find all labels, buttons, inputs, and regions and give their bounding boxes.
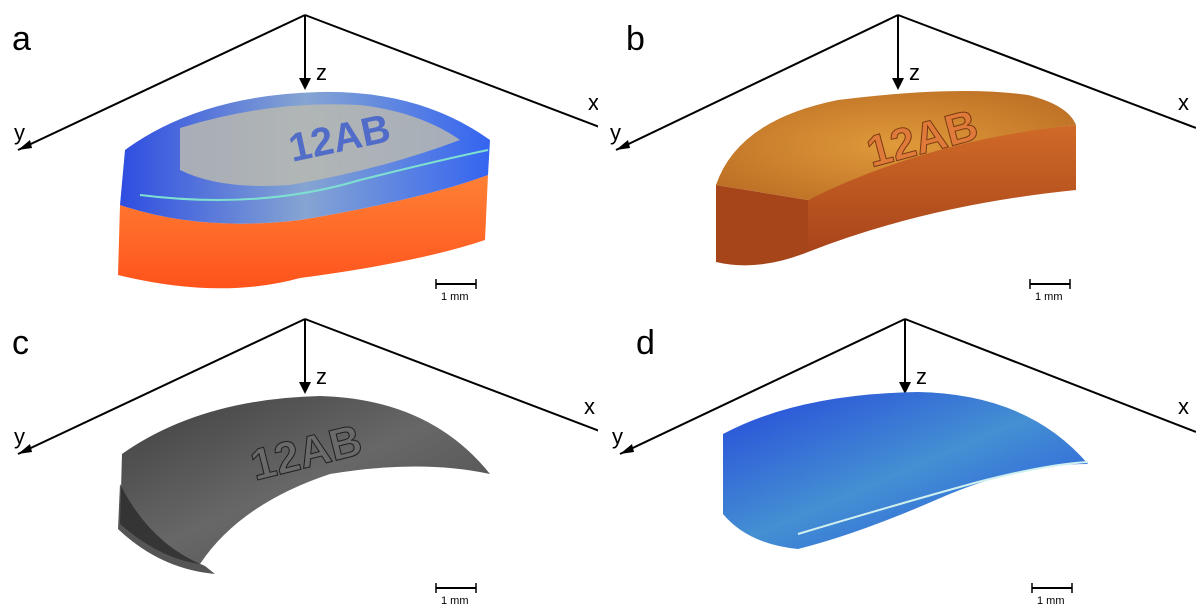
axis-y	[615, 14, 899, 151]
arrow-z-head	[299, 382, 311, 394]
axis-label-x: x	[1178, 90, 1189, 115]
scale-bar-label: 1 mm	[441, 595, 469, 607]
axis-label-z: z	[916, 364, 927, 389]
axis-label-x: x	[1178, 394, 1189, 419]
axis-x	[304, 14, 598, 128]
panel-d-figure	[619, 318, 1196, 593]
panel-label: d	[636, 324, 655, 362]
arrow-z-head	[899, 382, 911, 394]
panel-b: b 12AB z y x 1 mm	[598, 0, 1196, 304]
specimen-d	[723, 392, 1089, 549]
axis-x	[304, 318, 598, 432]
axis-label-y: y	[14, 120, 25, 145]
panel-a: a 12AB z y x 1 mm	[0, 0, 598, 304]
axis-x	[904, 318, 1196, 433]
panel-label: c	[12, 324, 29, 362]
specimen-b: 12AB	[716, 91, 1076, 266]
axis-label-y: y	[14, 424, 25, 449]
scale-bar-label: 1 mm	[1037, 595, 1065, 607]
panel-b-figure: 12AB	[615, 14, 1196, 289]
specimen-a: 12AB	[118, 91, 490, 289]
axis-label-z: z	[316, 60, 327, 85]
panel-d: d z y x 1 mm	[598, 304, 1196, 608]
axis-y	[619, 318, 906, 455]
arrow-z-head	[299, 78, 311, 90]
axis-y	[17, 318, 306, 455]
panel-label: a	[12, 20, 31, 58]
axis-y	[17, 14, 306, 151]
arrow-y-head	[18, 444, 32, 454]
panel-label: b	[626, 20, 645, 58]
scale-bar-label: 1 mm	[1035, 291, 1063, 303]
arrow-y-head	[620, 444, 634, 454]
axis-label-z: z	[909, 60, 920, 85]
axis-label-y: y	[610, 120, 621, 145]
panel-a-figure: 12AB	[17, 14, 598, 289]
arrow-y-head	[18, 140, 32, 150]
scale-bar-label: 1 mm	[441, 291, 469, 303]
axis-label-x: x	[588, 90, 598, 115]
axis-label-z: z	[316, 364, 327, 389]
panel-c: c 12AB z y x 1 mm	[0, 304, 598, 608]
arrow-y-head	[616, 140, 630, 150]
panel-c-figure: 12AB	[17, 318, 598, 593]
axis-label-x: x	[584, 394, 595, 419]
axis-label-y: y	[612, 424, 623, 449]
axis-x	[897, 14, 1196, 129]
arrow-z-head	[892, 78, 904, 90]
specimen-c: 12AB	[118, 396, 490, 574]
